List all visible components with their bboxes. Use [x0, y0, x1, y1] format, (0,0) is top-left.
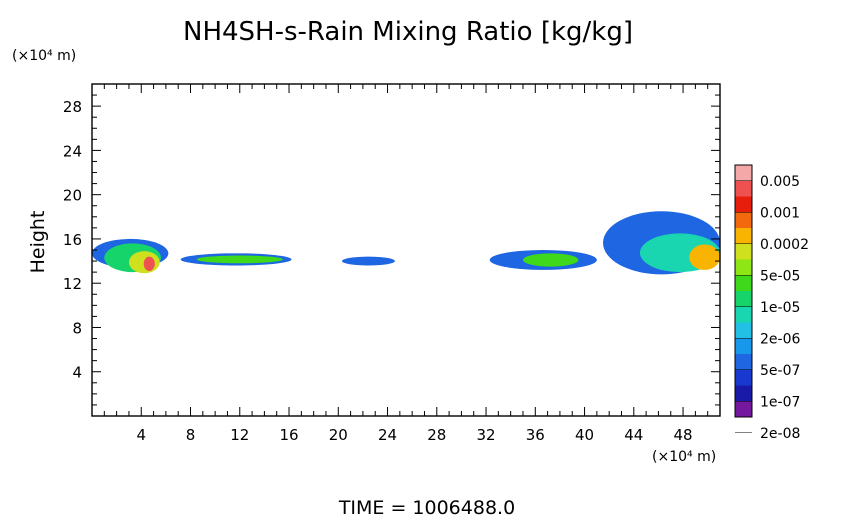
colorbar-swatch	[735, 243, 752, 260]
colorbar-label: 1e-05	[760, 300, 800, 316]
y-tick-label: 24	[63, 142, 82, 160]
colorbar-swatch	[735, 291, 752, 308]
x-tick-label: 16	[279, 426, 298, 444]
colorbar-label: 0.005	[760, 174, 800, 190]
y-tick-label: 16	[63, 231, 82, 249]
colorbar-swatch	[735, 165, 752, 182]
y-tick-label: 8	[72, 319, 82, 337]
data-region-6	[341, 256, 395, 266]
colorbar-swatch	[735, 354, 752, 371]
x-unit-label: (×10⁴ m)	[652, 449, 716, 465]
y-tick-label: 12	[63, 275, 82, 293]
x-tick-label: 8	[186, 426, 196, 444]
x-tick-label: 20	[329, 426, 348, 444]
y-axis-label: Height	[27, 211, 49, 274]
colorbar-label: 1e-07	[760, 394, 800, 410]
colorbar-label: 5e-05	[760, 268, 800, 284]
colorbar-label: 0.001	[760, 205, 800, 221]
colorbar-label: 2e-06	[760, 331, 800, 347]
y-tick-label: 20	[63, 187, 82, 205]
colorbar-swatch	[735, 306, 752, 323]
data-region-11	[689, 244, 720, 270]
colorbar-label: 2e-08	[760, 426, 800, 442]
y-unit-label: (×10⁴ m)	[12, 48, 76, 64]
data-region-5	[196, 255, 283, 264]
time-label: TIME = 1006488.0	[338, 497, 515, 519]
x-tick-label: 44	[624, 426, 643, 444]
colorbar-swatch	[735, 196, 752, 213]
colorbar-swatch	[735, 369, 752, 386]
chart-title: NH4SH-s-Rain Mixing Ratio [kg/kg]	[183, 17, 633, 47]
x-tick-label: 4	[136, 426, 146, 444]
data-region-3	[143, 256, 155, 272]
colorbar-swatch	[735, 322, 752, 339]
colorbar-swatch	[735, 180, 752, 197]
y-tick-label: 4	[72, 364, 82, 382]
colorbar-label: 0.0002	[760, 237, 809, 253]
colorbar-swatch	[735, 212, 752, 229]
colorbar-label: 5e-07	[760, 363, 800, 379]
colorbar-swatch	[735, 275, 752, 292]
x-tick-label: 24	[378, 426, 397, 444]
y-tick-label: 28	[63, 98, 82, 116]
data-regions	[92, 211, 721, 275]
colorbar-frame	[734, 164, 753, 418]
x-tick-label: 36	[526, 426, 545, 444]
x-tick-label: 12	[230, 426, 249, 444]
colorbar-swatch	[735, 401, 752, 418]
colorbar-swatch	[735, 338, 752, 355]
x-tick-label: 48	[674, 426, 693, 444]
x-tick-label: 40	[575, 426, 594, 444]
colorbar-swatch	[735, 228, 752, 245]
x-tick-label: 32	[476, 426, 495, 444]
data-region-8	[522, 253, 579, 267]
colorbar-swatch	[735, 259, 752, 276]
x-tick-label: 28	[427, 426, 446, 444]
colorbar-swatch	[735, 385, 752, 402]
colorbar: 0.005 0.001 0.0002 5e-05 1e-05 2e-06 5e-07 1e-0…	[734, 164, 809, 442]
